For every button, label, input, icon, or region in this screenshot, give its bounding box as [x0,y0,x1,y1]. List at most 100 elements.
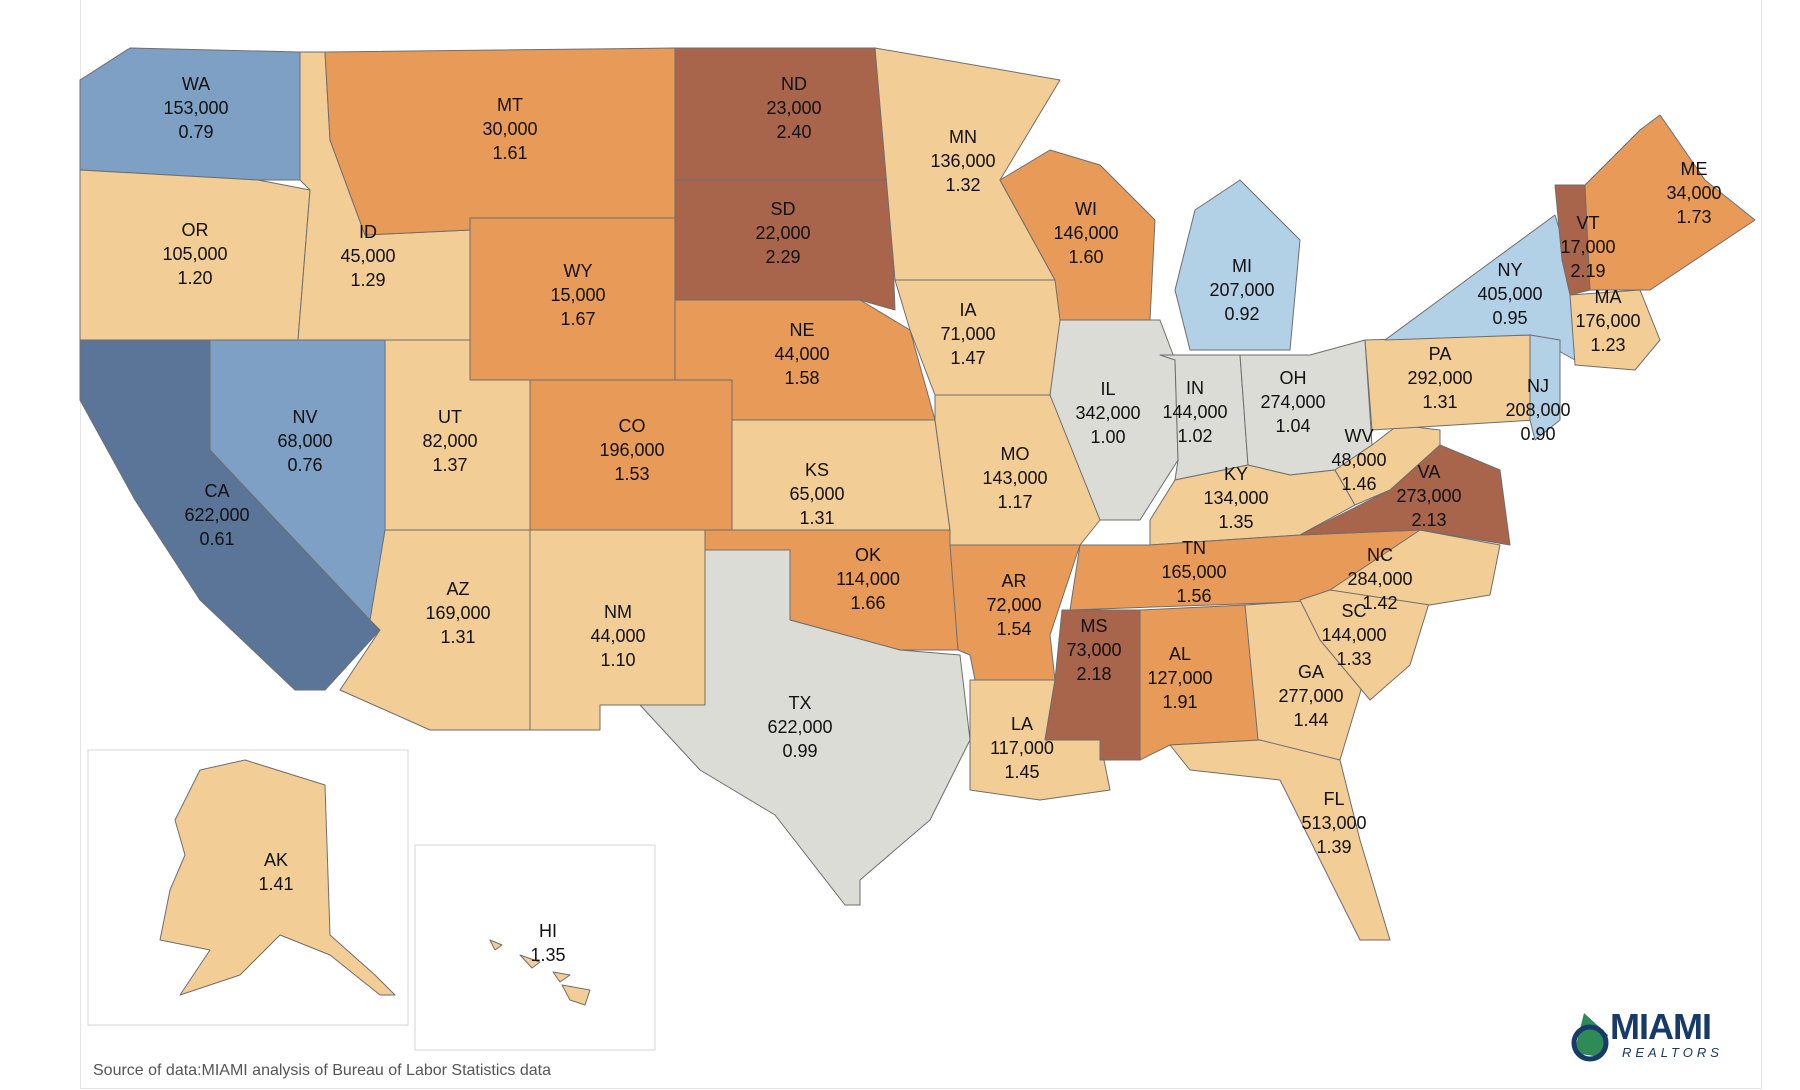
map-frame [80,0,1762,1089]
state-label-line: 1.56 [1176,586,1211,606]
state-label-line: 208,000 [1505,400,1570,420]
state-label-KS: KS 65,000 1.31 [789,460,844,528]
state-TX[interactable] [599,549,971,906]
state-label-line: 1.33 [1336,649,1371,669]
state-label-line: 1.42 [1362,593,1397,613]
state-label-line: NM [604,602,632,622]
state-label-line: 1.20 [177,268,212,288]
state-WV[interactable] [1334,424,1441,506]
state-label-line: 0.99 [782,741,817,761]
state-label-line: 1.53 [614,464,649,484]
state-label-VA: VA 273,000 2.13 [1396,462,1461,530]
state-label-line: NJ [1527,376,1549,396]
state-label-OK: OK 114,000 1.66 [836,545,900,613]
state-label-line: IN [1186,378,1204,398]
state-label-MO: MO 143,000 1.17 [982,444,1047,512]
state-label-PA: PA 292,000 1.31 [1407,344,1472,412]
state-label-line: 277,000 [1278,686,1343,706]
state-label-FL: FL 513,000 1.39 [1301,789,1366,857]
state-label-line: 136,000 [930,151,995,171]
state-label-CO: CO 196,000 1.53 [599,416,664,484]
state-label-IL: IL 342,000 1.00 [1075,379,1140,447]
state-label-line: GA [1298,662,1324,682]
state-label-line: LA [1011,714,1033,734]
state-label-line: MT [497,95,523,115]
state-label-line: 1.91 [1162,692,1197,712]
state-label-line: AL [1169,644,1191,664]
state-HI[interactable] [489,939,591,1006]
state-label-line: 146,000 [1053,223,1118,243]
state-label-GA: GA 277,000 1.44 [1278,662,1343,730]
state-label-line: WV [1345,426,1374,446]
state-label-line: 143,000 [982,468,1047,488]
state-label-line: KS [805,460,829,480]
state-label-AK: AK 1.41 [258,850,293,894]
state-WI[interactable] [999,149,1156,321]
state-FL[interactable] [1169,739,1391,941]
state-label-line: MN [949,127,977,147]
state-label-NE: NE 44,000 1.58 [774,320,829,388]
state-label-line: 0.76 [287,455,322,475]
state-label-line: 513,000 [1301,813,1366,833]
state-label-line: UT [438,407,462,427]
state-NJ[interactable] [1529,334,1561,441]
state-label-line: 1.66 [850,593,885,613]
state-label-HI: HI 1.35 [530,921,565,965]
state-label-line: 1.41 [258,874,293,894]
state-label-line: ND [781,74,807,94]
state-label-line: NE [789,320,814,340]
state-label-line: 1.10 [600,650,635,670]
logo-word: MIAMI [1610,1006,1712,1047]
state-label-line: 30,000 [482,119,537,139]
state-label-line: 15,000 [550,285,605,305]
state-label-line: 0.92 [1224,304,1259,324]
state-label-line: 1.17 [997,492,1032,512]
state-label-line: 2.18 [1076,664,1111,684]
state-label-line: TX [788,693,811,713]
state-label-line: 153,000 [163,98,228,118]
state-ME[interactable] [1584,114,1756,291]
state-label-LA: LA 117,000 1.45 [990,714,1054,782]
state-label-line: 342,000 [1075,403,1140,423]
state-label-line: 176,000 [1575,311,1640,331]
state-SD[interactable] [674,179,896,311]
state-label-line: 1.29 [350,270,385,290]
state-label-line: 44,000 [590,626,645,646]
state-label-line: FL [1323,789,1344,809]
state-label-ID: ID 45,000 1.29 [340,222,395,290]
state-label-line: 65,000 [789,484,844,504]
state-label-line: 48,000 [1331,450,1386,470]
state-label-line: 1.31 [799,508,834,528]
state-NC[interactable] [1329,529,1501,606]
state-label-line: SD [770,199,795,219]
state-IL[interactable] [1049,319,1179,521]
state-label-NJ: NJ 208,000 0.90 [1505,376,1570,444]
state-label-WA: WA 153,000 0.79 [163,74,228,142]
state-label-line: 117,000 [990,738,1054,758]
state-label-NC: NC 284,000 1.42 [1347,545,1412,613]
state-VT[interactable] [1554,184,1591,296]
state-label-line: 1.31 [440,627,475,647]
state-label-line: 1.58 [784,368,819,388]
state-label-line: 405,000 [1477,284,1542,304]
state-label-line: NV [292,407,317,427]
state-label-line: 2.13 [1411,510,1446,530]
state-MI[interactable] [1174,179,1301,351]
state-label-WY: WY 15,000 1.67 [550,261,605,329]
state-label-line: 34,000 [1666,183,1721,203]
state-label-line: 1.31 [1422,392,1457,412]
state-label-line: IA [959,300,976,320]
state-AK[interactable] [159,759,396,996]
state-label-line: OR [182,220,209,240]
state-label-line: MA [1595,287,1622,307]
state-label-line: 0.61 [199,529,234,549]
state-MT[interactable] [324,47,676,236]
state-MA[interactable] [1569,289,1661,371]
state-label-line: 2.29 [765,247,800,267]
state-KS[interactable] [731,419,951,531]
state-label-line: MS [1081,616,1108,636]
state-label-line: 0.90 [1520,424,1555,444]
state-label-line: KY [1224,464,1248,484]
state-label-MA: MA 176,000 1.23 [1575,287,1640,355]
state-label-line: MI [1232,256,1252,276]
